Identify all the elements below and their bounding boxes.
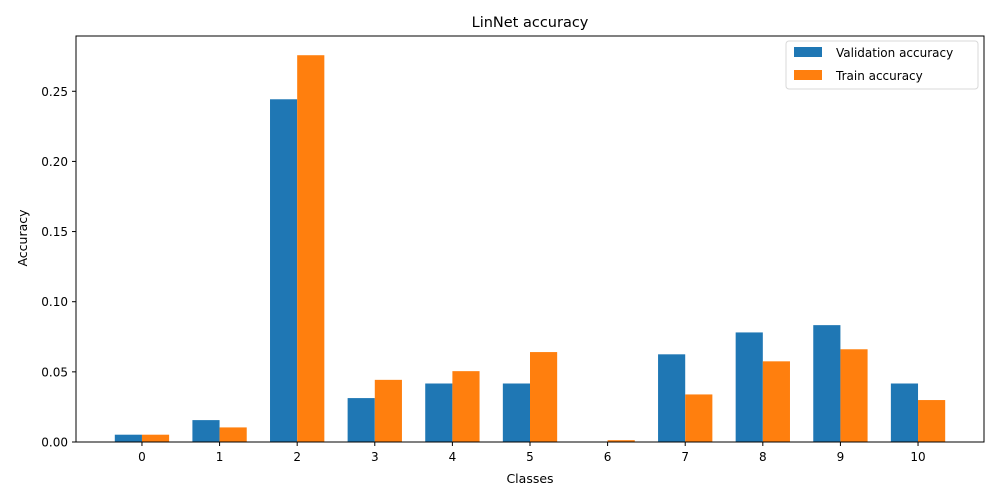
x-tick-label: 10	[910, 450, 925, 464]
x-tick-label: 7	[681, 450, 689, 464]
plot-frame	[75, 35, 985, 443]
train-accuracy-bar-class-7	[685, 394, 713, 442]
validation-accuracy-bar-class-8	[735, 332, 763, 442]
y-tick-label: 0.20	[41, 155, 68, 169]
axes-layer: 0.00 0.05 0.10 0.15 0.20 0.25 0 1 2 3 4 5 6 7 8 9 10	[41, 35, 985, 464]
x-tick-label: 0	[138, 450, 146, 464]
validation-accuracy-bar-class-10	[890, 383, 919, 442]
validation-accuracy-bar-class-7	[658, 354, 686, 442]
train-accuracy-bar-class-10	[918, 400, 946, 442]
train-accuracy-bar-class-5	[530, 352, 558, 442]
validation-accuracy-bar-class-2	[270, 99, 298, 443]
y-axis-label: Accuracy	[15, 209, 30, 267]
chart-title: LinNet accuracy	[472, 15, 589, 31]
x-tick-label: 4	[449, 450, 457, 464]
validation-accuracy-bar-class-0	[114, 434, 142, 442]
x-tick-label: 8	[759, 450, 767, 464]
y-tick-label: 0.25	[41, 85, 68, 99]
legend-label-validation-accuracy: Validation accuracy	[836, 46, 953, 60]
train-accuracy-bar-class-8	[762, 361, 790, 442]
legend-label-train-accuracy: Train accuracy	[835, 69, 923, 83]
x-tick-label: 2	[293, 450, 301, 464]
y-tick-label: 0.15	[41, 225, 68, 239]
legend-swatch-validation-accuracy	[794, 47, 822, 57]
train-accuracy-bar-class-0	[141, 434, 170, 442]
validation-accuracy-bar-class-3	[347, 398, 375, 442]
legend-swatch-train-accuracy	[794, 70, 822, 80]
train-accuracy-bar-class-1	[219, 427, 247, 442]
x-tick-label: 3	[371, 450, 379, 464]
validation-accuracy-bar-class-5	[502, 383, 530, 442]
train-accuracy-bar-class-3	[374, 379, 402, 442]
train-accuracy-bar-class-6	[607, 440, 635, 442]
bars-layer	[114, 55, 946, 443]
train-accuracy-bar-class-2	[297, 55, 325, 442]
legend-frame	[785, 40, 979, 90]
validation-accuracy-bar-class-4	[425, 383, 453, 442]
x-tick-label: 6	[604, 450, 612, 464]
train-accuracy-bar-class-9	[840, 349, 868, 442]
validation-accuracy-bar-class-9	[813, 325, 841, 442]
x-axis-label: Classes	[506, 471, 553, 486]
validation-accuracy-bar-class-1	[192, 420, 220, 442]
y-tick-label: 0.00	[41, 436, 68, 450]
y-tick-label: 0.05	[41, 365, 68, 379]
train-accuracy-bar-class-4	[452, 371, 480, 442]
legend: Validation accuracy Train accuracy	[785, 40, 979, 90]
x-tick-label: 1	[216, 450, 224, 464]
x-tick-label: 5	[526, 450, 534, 464]
y-tick-label: 0.10	[41, 295, 68, 309]
x-tick-label: 9	[837, 450, 845, 464]
